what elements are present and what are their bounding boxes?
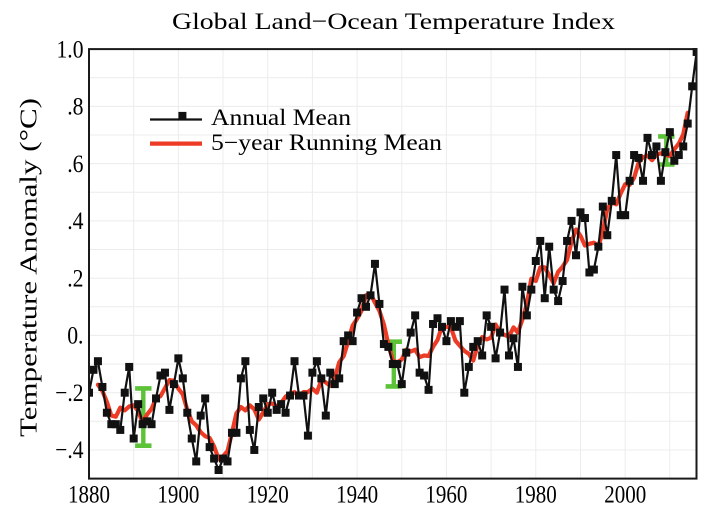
svg-text:−.2: −.2: [55, 378, 83, 407]
svg-text:1.0: 1.0: [57, 34, 84, 63]
svg-text:1920: 1920: [247, 480, 289, 509]
svg-text:Annual Mean: Annual Mean: [211, 105, 352, 130]
svg-text:2000: 2000: [604, 480, 646, 509]
svg-text:Global Land−Ocean Temperature: Global Land−Ocean Temperature Index: [172, 9, 615, 35]
svg-text:−.4: −.4: [55, 435, 84, 464]
svg-text:1900: 1900: [157, 480, 199, 509]
svg-text:.8: .8: [67, 92, 83, 121]
svg-text:5−year Running Mean: 5−year Running Mean: [211, 130, 443, 155]
svg-text:1940: 1940: [336, 480, 378, 509]
svg-text:.2: .2: [67, 263, 83, 292]
svg-text:.6: .6: [67, 149, 83, 178]
svg-text:1880: 1880: [68, 480, 110, 509]
svg-text:.4: .4: [67, 206, 84, 235]
svg-text:0.: 0.: [67, 321, 83, 350]
svg-text:Temperature Anomaly (°C): Temperature Anomaly (°C): [17, 98, 43, 437]
svg-text:1960: 1960: [425, 480, 467, 509]
svg-text:1980: 1980: [515, 480, 557, 509]
